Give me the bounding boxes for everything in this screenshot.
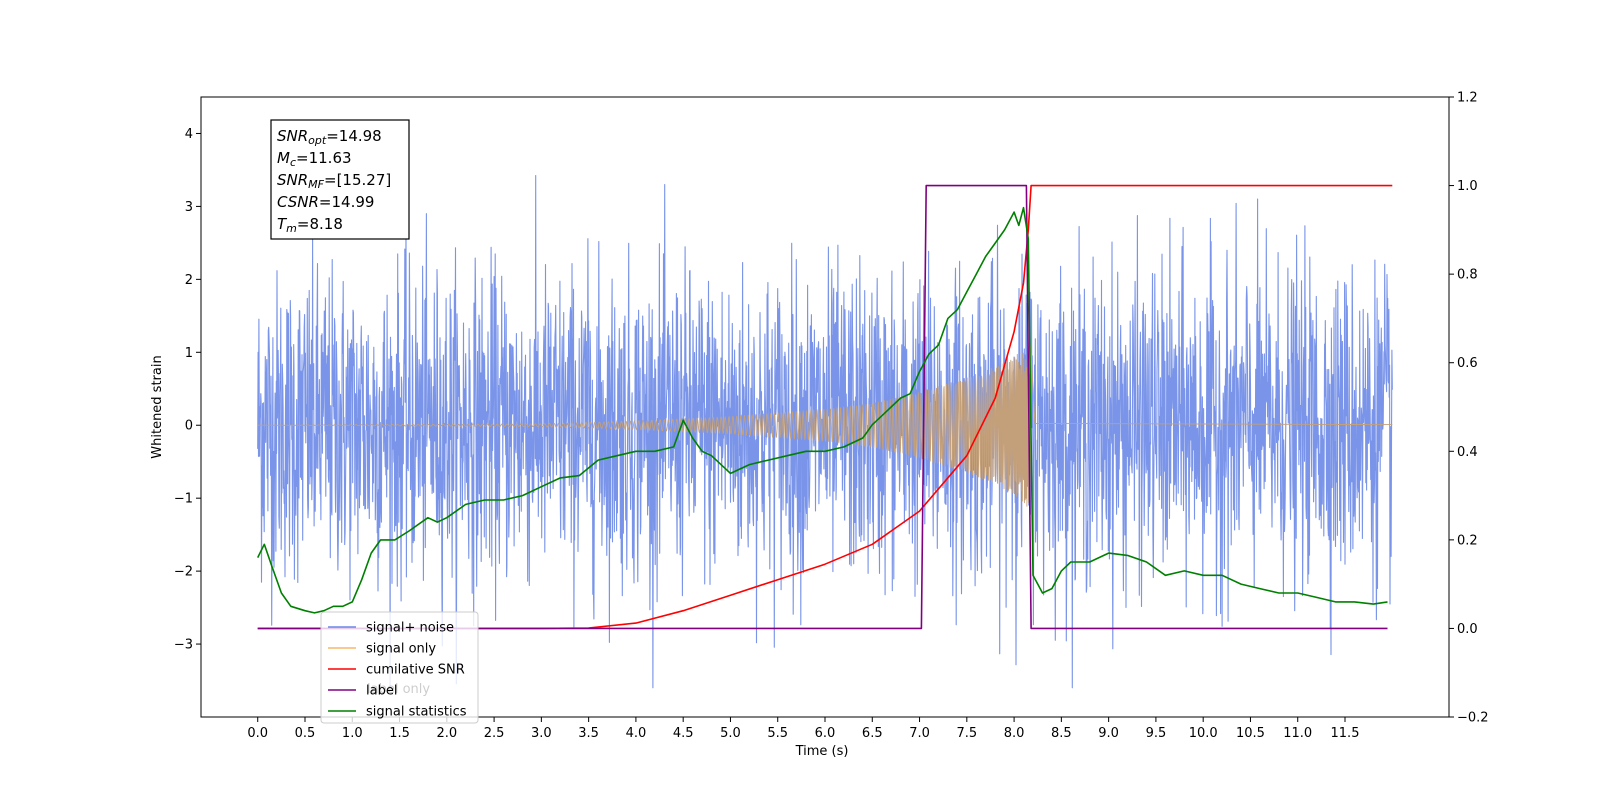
series-layer — [256, 175, 1393, 689]
legend-label: signal only — [366, 642, 436, 657]
x-tick-label: 6.0 — [815, 726, 836, 741]
y-left-tick-label: −2 — [174, 565, 193, 580]
y-right-tick-label: 1.0 — [1457, 179, 1478, 194]
y-axis-label: Whitened strain — [150, 355, 165, 458]
x-tick-label: 11.5 — [1331, 726, 1360, 741]
series-line-cumilative-snr — [257, 184, 1393, 630]
legend-frame — [320, 611, 479, 724]
x-tick-label: 8.5 — [1051, 726, 1072, 741]
x-tick-label: 11.0 — [1283, 726, 1312, 741]
x-tick-label: 2.0 — [436, 726, 457, 741]
x-tick-label: 1.5 — [389, 726, 410, 741]
x-tick-label: 9.5 — [1146, 726, 1167, 741]
x-tick-label: 5.5 — [767, 726, 788, 741]
series-line-label — [257, 184, 1388, 630]
y-right-tick-label: 0.6 — [1457, 356, 1478, 371]
y-right-tick-label: 0.0 — [1457, 622, 1478, 637]
legend-label: signal statistics — [366, 705, 467, 720]
y-left-tick-label: −3 — [174, 638, 193, 653]
y-left-tick-label: −1 — [174, 492, 193, 507]
x-tick-label: 10.0 — [1189, 726, 1218, 741]
annotation-frame — [270, 119, 410, 240]
y-axis-left: −3 −2 −1 0 1 2 3 4 — [174, 127, 201, 653]
x-tick-label: 6.5 — [862, 726, 883, 741]
x-tick-label: 7.0 — [909, 726, 930, 741]
y-right-tick-label: −0.2 — [1457, 711, 1489, 726]
legend-label: label — [366, 684, 397, 699]
annotation-line: CSNR=14.99 — [277, 193, 374, 211]
y-right-tick-label: 0.8 — [1457, 268, 1478, 283]
annotation-line: SNRMF=[15.27] — [277, 171, 391, 191]
x-tick-label: 0.0 — [247, 726, 268, 741]
y-left-tick-label: 3 — [185, 200, 193, 215]
y-left-tick-label: 2 — [185, 273, 193, 288]
y-left-tick-label: 1 — [185, 346, 193, 361]
x-tick-label: 4.0 — [626, 726, 647, 741]
x-tick-label: 3.5 — [578, 726, 599, 741]
x-tick-label: 5.0 — [720, 726, 741, 741]
annotation-line: Tm=8.18 — [277, 215, 343, 235]
x-tick-label: 0.5 — [295, 726, 316, 741]
x-tick-label: 2.5 — [484, 726, 505, 741]
x-tick-label: 8.0 — [1004, 726, 1025, 741]
x-tick-label: 9.0 — [1098, 726, 1119, 741]
x-tick-label: 3.0 — [531, 726, 552, 741]
y-axis-right: −0.2 0.0 0.2 0.4 0.6 0.8 1.0 1.2 — [1449, 91, 1489, 726]
legend-label: signal+ noise — [366, 621, 454, 636]
series-line-signal-statistics — [256, 206, 1388, 614]
x-tick-label: 7.5 — [956, 726, 977, 741]
x-axis: 0.0 0.5 1.0 1.5 2.0 2.5 3.0 3.5 4.0 4.5 5.0 5.5 6.0 6… — [247, 717, 1359, 741]
annotation-line: Mc=11.63 — [277, 149, 352, 169]
y-right-tick-label: 0.2 — [1457, 533, 1478, 548]
y-left-tick-label: 0 — [185, 419, 193, 434]
x-tick-label: 1.0 — [342, 726, 363, 741]
y-left-tick-label: 4 — [185, 127, 193, 142]
y-right-tick-label: 1.2 — [1457, 91, 1478, 106]
series-line-signal-only — [257, 342, 1393, 507]
annotation-line: SNRopt=14.98 — [277, 127, 382, 147]
x-tick-label: 4.5 — [673, 726, 694, 741]
y-right-tick-label: 0.4 — [1457, 445, 1478, 460]
legend-label: cumilative SNR — [366, 663, 465, 678]
x-tick-label: 10.5 — [1236, 726, 1265, 741]
x-axis-label: Time (s) — [795, 744, 849, 759]
